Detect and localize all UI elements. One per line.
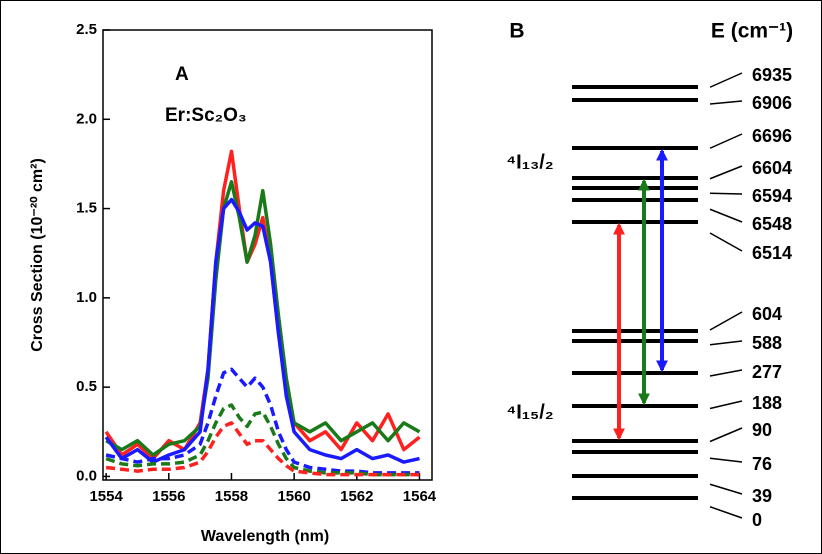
leader-line	[709, 72, 743, 88]
level-energy: 90	[752, 420, 772, 440]
series-line	[105, 180, 421, 457]
leader-line	[709, 208, 743, 223]
energy-header: E (cm⁻¹)	[711, 20, 793, 43]
level-energy: 6604	[752, 158, 792, 178]
x-tick-label: 1560	[277, 488, 310, 505]
leader-line	[709, 133, 743, 149]
y-tick-label: 1.5	[76, 200, 97, 217]
leader-line	[709, 483, 743, 495]
plot-frame	[102, 29, 433, 481]
manifold-label: ⁴I₁₃/₂	[506, 151, 553, 173]
level-energy: 6548	[752, 214, 792, 234]
series-line	[104, 197, 420, 464]
leader-line	[709, 427, 743, 443]
level-energy: 188	[752, 393, 782, 413]
y-tick-label: 2.5	[76, 21, 97, 38]
x-tick-label: 1554	[89, 488, 123, 505]
y-axis-label: Cross Section (10⁻²⁰ cm²)	[29, 158, 46, 352]
level-energy: 76	[752, 454, 772, 474]
series-line	[105, 367, 420, 475]
leader-line	[709, 165, 743, 180]
series-line	[105, 403, 420, 477]
panel-label: B	[509, 20, 524, 43]
manifold-label: ⁴I₁₅/₂	[506, 401, 553, 423]
level-energy: 6514	[752, 243, 792, 263]
leader-line	[709, 100, 743, 105]
x-axis-label: Wavelength (nm)	[201, 528, 329, 545]
level-energy: 277	[752, 362, 782, 382]
leader-line	[709, 232, 743, 252]
level-energy: 6906	[752, 93, 792, 113]
level-energy: 604	[752, 304, 782, 324]
leader-line	[709, 400, 743, 410]
x-tick-label: 1556	[152, 488, 185, 505]
leader-line	[709, 506, 743, 519]
y-tick-label: 0.0	[76, 467, 97, 484]
leader-line	[709, 457, 743, 463]
x-tick-label: 1562	[340, 488, 373, 505]
leader-line	[709, 340, 743, 346]
leader-line	[709, 311, 743, 331]
y-tick-label: 2.0	[76, 110, 97, 127]
level-energy: 6935	[752, 65, 792, 85]
level-energy: 39	[752, 486, 772, 506]
series-line	[105, 421, 420, 477]
x-tick-label: 1564	[403, 488, 437, 505]
y-tick-label: 1.0	[76, 289, 97, 306]
y-tick-label: 0.5	[76, 378, 97, 395]
leader-line	[709, 369, 743, 377]
level-energy: 6594	[752, 186, 792, 206]
sample-label: Er:Sc₂O₃	[165, 105, 247, 126]
level-energy: 6696	[752, 126, 792, 146]
level-energy: 588	[752, 333, 782, 353]
leader-line	[709, 192, 743, 195]
panel-label: A	[175, 64, 189, 85]
x-tick-label: 1558	[215, 488, 248, 505]
level-energy: 0	[752, 510, 762, 530]
